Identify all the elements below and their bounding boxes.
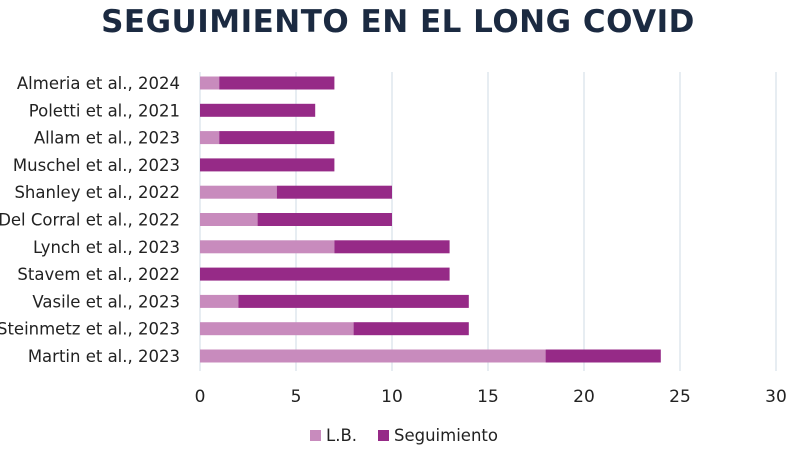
bar-segment-lb [200,294,239,308]
chart-title: SEGUIMIENTO EN EL LONG COVID [101,4,695,40]
bar-segment-seguimiento [219,76,335,90]
bar-segment-lb [200,131,220,145]
legend-label: L.B. [326,426,357,445]
x-tick-label: 10 [381,387,403,407]
bar-segment-seguimiento [238,294,469,308]
bar-segment-seguimiento [353,322,469,336]
bar-segment-lb [200,213,258,226]
bar-segment-seguimiento [200,158,335,172]
bar-segment-seguimiento [276,185,392,199]
legend-swatch [310,430,321,441]
category-label: Allam et al., 2023 [34,129,180,148]
category-label: Almeria et al., 2024 [17,74,180,93]
bar-segment-seguimiento [219,131,335,145]
category-labels: Almeria et al., 2024 Poletti et al., 2021… [0,74,180,366]
bar-segment-seguimiento [545,349,661,363]
bar-segment-seguimiento [257,213,392,226]
bar-segment-seguimiento [334,240,450,254]
category-label: Muschel et al., 2023 [13,156,180,175]
category-label: Stavem et al., 2022 [17,265,180,284]
category-label: Martin et al., 2023 [28,347,180,366]
x-tick-label: 20 [573,387,595,407]
x-tick-label: 25 [669,387,691,407]
x-tick-label: 5 [291,387,302,407]
bar-segment-lb [200,76,220,90]
bar-segment-seguimiento [200,103,316,117]
x-tick-labels: 0 5 10 15 20 25 30 [195,387,787,407]
bar-segment-seguimiento [200,267,450,281]
category-label: Steinmetz et al., 2023 [0,320,180,339]
category-label: Shanley et al., 2022 [14,183,180,202]
x-tick-label: 30 [765,387,787,407]
bar-segment-lb [200,185,277,199]
x-tick-label: 15 [477,387,499,407]
bar-segment-lb [200,240,335,254]
bar-segment-lb [200,322,354,336]
legend-swatch [378,430,389,441]
x-tick-label: 0 [195,387,206,407]
category-label: Vasile et al., 2023 [32,292,180,311]
category-label: Poletti et al., 2021 [29,101,180,120]
category-label: Lynch et al., 2023 [33,238,180,257]
legend: L.B. Seguimiento [310,426,498,445]
legend-label: Seguimiento [394,426,498,445]
category-label: Del Corral et al., 2022 [0,211,180,230]
bar-segment-lb [200,349,546,363]
bars [200,76,661,363]
